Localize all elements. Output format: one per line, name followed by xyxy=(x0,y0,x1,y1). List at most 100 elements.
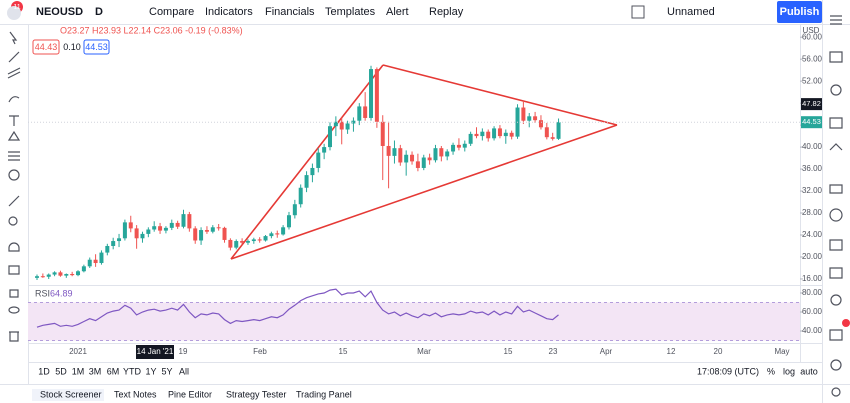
layout-name[interactable]: Unnamed xyxy=(667,6,715,18)
candle-body xyxy=(269,233,274,237)
ohlc-legend: O23.27 H23.93 L22.14 C23.06 -0.19 (-0.83… xyxy=(60,25,243,35)
candle-body xyxy=(345,123,350,130)
candle-body xyxy=(521,107,526,121)
bottom-tab[interactable]: Text Notes xyxy=(114,389,157,399)
candle-body xyxy=(40,276,45,278)
candle-body xyxy=(538,120,543,128)
candle-body xyxy=(228,239,233,248)
active-tab[interactable] xyxy=(32,389,104,401)
candle-body xyxy=(281,227,286,235)
y-tick-label: 36.00 xyxy=(802,164,823,173)
range-button[interactable]: All xyxy=(179,366,189,376)
candle-body xyxy=(533,116,538,121)
candle-body xyxy=(404,154,409,163)
range-button[interactable]: 1M xyxy=(72,366,85,376)
y-tick-label: 32.00 xyxy=(802,186,823,195)
candle-body xyxy=(556,122,561,139)
range-button[interactable]: 5D xyxy=(55,366,67,376)
toolbar-item[interactable]: Compare xyxy=(149,6,194,18)
checkbox[interactable] xyxy=(631,5,645,19)
candle-body xyxy=(544,127,549,138)
y-tick-label: 40.00 xyxy=(802,142,823,151)
candle-body xyxy=(462,143,467,148)
clock: 17:08:09 (UTC) xyxy=(697,366,759,376)
candle-body xyxy=(169,222,174,228)
bottom-tab[interactable]: Strategy Tester xyxy=(226,389,286,399)
triangle-drawing[interactable] xyxy=(230,64,618,260)
range-button[interactable]: 1Y xyxy=(145,366,156,376)
candle-body xyxy=(117,238,122,242)
toolbar-item[interactable]: Alert xyxy=(386,6,409,18)
toolbar-item[interactable]: Templates xyxy=(325,6,376,18)
publish[interactable]: Publish xyxy=(780,6,820,18)
x-tick-label: Apr xyxy=(600,347,613,356)
candle-body xyxy=(503,132,508,137)
rsi-tick-label: 80.00 xyxy=(802,288,823,297)
range-button[interactable]: 1D xyxy=(38,366,50,376)
candle-body xyxy=(451,144,456,152)
publish-button[interactable] xyxy=(777,1,822,23)
sidebar-tools[interactable] xyxy=(829,15,843,397)
candle-body xyxy=(140,233,145,239)
candle-body xyxy=(415,161,420,168)
scale-option[interactable]: log xyxy=(783,366,795,376)
candle-body xyxy=(181,214,186,227)
toolbar-item[interactable]: Financials xyxy=(265,6,315,18)
bid: 44.43 xyxy=(35,42,58,52)
spread: 0.10 xyxy=(63,42,81,52)
candle-body xyxy=(468,133,473,144)
rsi-band xyxy=(28,302,800,341)
candle-body xyxy=(70,274,75,276)
rsi-line xyxy=(36,288,559,328)
price-tag: 47.82 xyxy=(802,99,821,108)
notification-dot xyxy=(842,319,850,327)
range-button[interactable]: 3M xyxy=(89,366,102,376)
range-button[interactable]: YTD xyxy=(123,366,142,376)
symbol[interactable]: NEOUSD xyxy=(36,6,83,18)
bid-box[interactable] xyxy=(32,39,60,55)
candle-body xyxy=(322,147,327,153)
toolbar-item[interactable]: Indicators xyxy=(205,6,253,18)
candle-body xyxy=(46,274,51,277)
candle-body xyxy=(398,148,403,163)
candle-body xyxy=(509,132,514,137)
drawing-tools[interactable] xyxy=(7,31,21,342)
y-tick-label: 16.00 xyxy=(802,274,823,283)
x-tick-label: Mar xyxy=(417,347,431,356)
candle-body xyxy=(128,222,133,229)
candle-body xyxy=(286,215,291,228)
candle-body xyxy=(81,266,86,272)
scale-option[interactable]: % xyxy=(767,366,775,376)
candle-body xyxy=(87,259,92,267)
candle-body xyxy=(187,214,192,229)
candle-body xyxy=(527,116,532,121)
candle-body xyxy=(298,187,303,205)
candle-body xyxy=(134,228,139,239)
ask: 44.53 xyxy=(85,42,108,52)
candle-body xyxy=(333,121,338,127)
candle-body xyxy=(245,241,250,243)
range-button[interactable]: 5Y xyxy=(161,366,172,376)
candle-body xyxy=(392,148,397,156)
toolbar-item[interactable]: Replay xyxy=(429,6,464,18)
candle-body xyxy=(275,233,280,235)
bottom-tab[interactable]: Pine Editor xyxy=(168,389,212,399)
y-tick-label: 28.00 xyxy=(802,208,823,217)
candle-body xyxy=(351,120,356,124)
rsi-value: 64.89 xyxy=(50,288,73,298)
candle-body xyxy=(122,222,127,239)
bottom-tab[interactable]: Trading Panel xyxy=(296,389,352,399)
candle-body xyxy=(35,276,39,278)
ask-box[interactable] xyxy=(83,39,110,55)
crosshair-date-box xyxy=(136,345,174,359)
range-button[interactable]: 6M xyxy=(107,366,120,376)
scale-option[interactable]: auto xyxy=(800,366,818,376)
x-tick-label: 12 xyxy=(667,347,676,356)
candle-body xyxy=(163,227,168,231)
avatar[interactable] xyxy=(7,6,21,20)
bottom-tab[interactable]: Stock Screener xyxy=(40,389,102,399)
currency: USD xyxy=(803,26,820,35)
interval[interactable]: D xyxy=(95,6,103,18)
candle-body xyxy=(158,226,163,231)
candle-body xyxy=(105,245,110,253)
